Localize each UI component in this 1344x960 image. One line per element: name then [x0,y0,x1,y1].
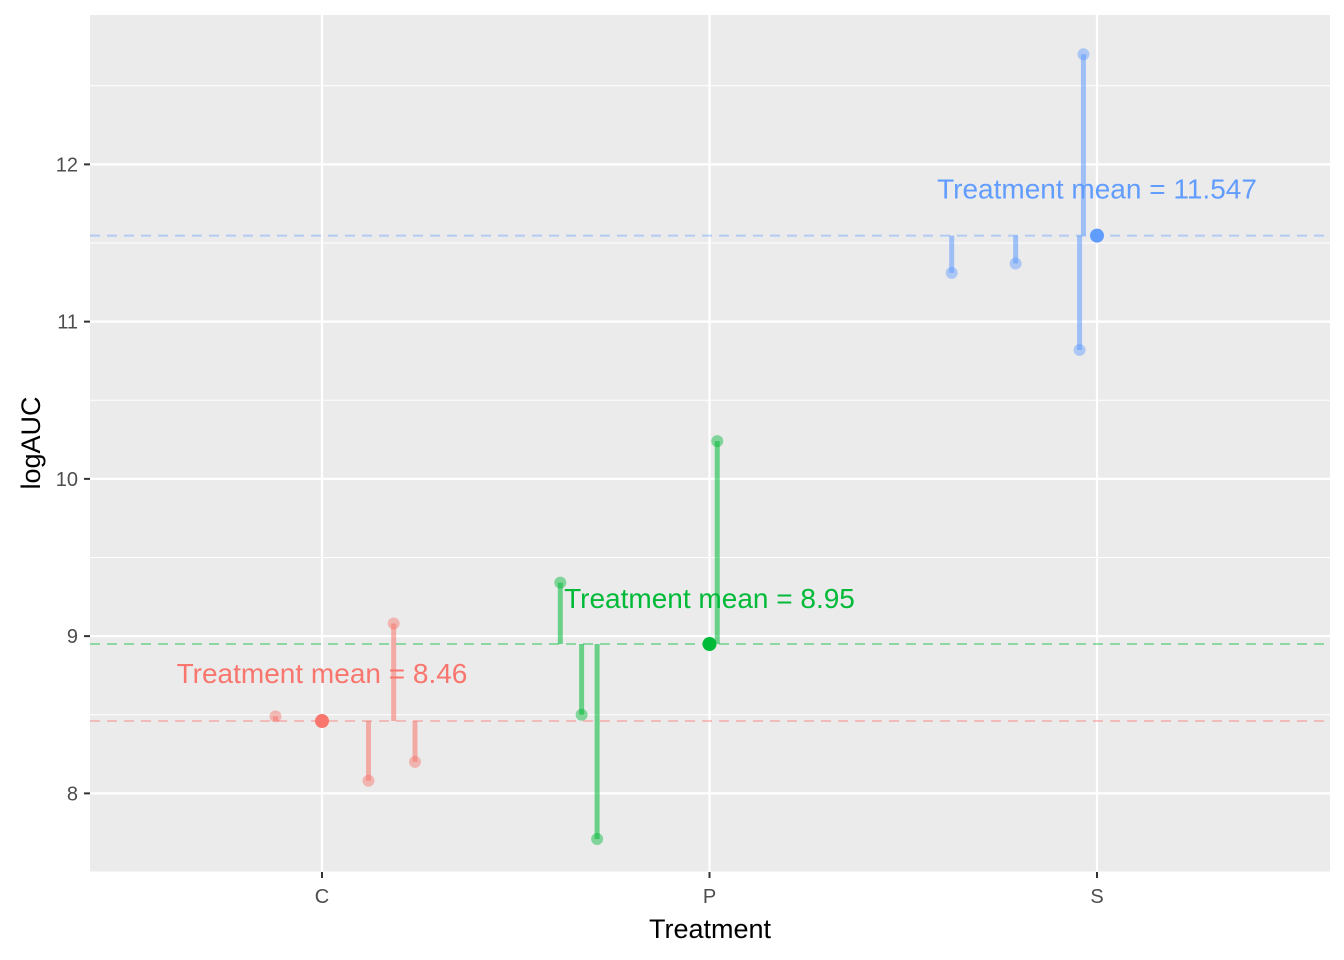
y-tick-label: 8 [67,783,78,805]
x-tick-label: P [703,886,716,908]
mean-annotations: Treatment mean = 8.46 Treatment mean = 8.… [177,174,1257,689]
y-tick-label: 11 [57,312,78,334]
data-point-s [945,266,958,279]
data-point-p [591,832,604,845]
y-axis-title: logAUC [16,396,46,489]
data-point-c [362,774,375,787]
data-point-c [409,755,421,768]
y-tick-label: 10 [56,469,78,491]
major-gridlines [90,15,1330,872]
mean-point-c [315,714,329,729]
mean-point-p [702,636,717,651]
mean-point-s [1090,228,1104,243]
x-axis-title: Treatment [649,914,772,944]
data-point-c [269,710,282,723]
data-point-s [1073,343,1086,356]
data-point-p [711,435,724,448]
data-point-s [1077,48,1090,61]
y-tick-label: 12 [56,154,78,176]
x-tick-label: S [1090,886,1103,908]
residual-segments [273,54,1086,839]
mean-annotation-p: Treatment mean = 8.95 [564,583,855,614]
mean-points [315,228,1104,729]
mean-annotation-s: Treatment mean = 11.547 [937,174,1257,205]
data-point-s [1009,257,1022,270]
mean-annotation-c: Treatment mean = 8.46 [177,658,468,689]
data-point-p [575,708,588,721]
y-axis: 8 9 10 11 12 [56,154,90,805]
y-tick-label: 9 [67,626,78,648]
data-points [269,48,1090,845]
data-point-c [387,617,400,630]
x-tick-label: C [315,886,329,908]
data-point-p [554,576,567,589]
